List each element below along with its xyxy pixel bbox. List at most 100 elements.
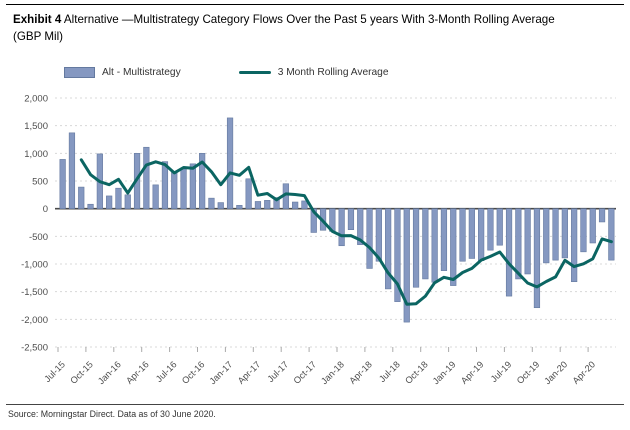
line-swatch-icon — [238, 70, 271, 75]
flow-bar — [403, 208, 410, 323]
legend-line-label: 3 Month Rolling Average — [277, 67, 389, 78]
flow-bar — [524, 208, 531, 275]
flow-bar — [273, 197, 280, 209]
x-axis-label: Jan-19 — [431, 359, 458, 386]
flow-bar — [533, 208, 541, 309]
flow-bar — [254, 201, 262, 209]
flow-bar — [375, 208, 382, 262]
title-text: Alternative —Multistrategy Category Flow… — [61, 13, 555, 26]
x-axis-label: Jan-16 — [96, 359, 123, 386]
chart-legend: Alt - Multistrategy 3 Month Rolling Aver… — [64, 67, 447, 78]
flow-bar — [505, 208, 513, 297]
flow-bar — [189, 163, 196, 209]
flow-bar — [589, 208, 596, 244]
flow-bar — [450, 208, 457, 286]
flow-bar — [78, 186, 85, 209]
x-axis-label: Jul-17 — [265, 359, 290, 384]
x-axis-label: Jan-20 — [542, 359, 569, 386]
y-axis-label: 2,000 — [24, 94, 48, 105]
flow-bar — [412, 208, 420, 288]
flow-bar — [571, 208, 578, 283]
flow-bar — [431, 208, 438, 283]
flow-bar — [515, 208, 522, 280]
x-axis-label: Jan-17 — [208, 359, 235, 386]
chart-area: 2,000 1,500 1,000 500 0 -500 -1,000 -1,500 -2,00… — [0, 88, 630, 405]
flow-bar — [208, 197, 215, 209]
flow-bar — [217, 202, 224, 209]
x-axis-label: Apr-20 — [571, 359, 598, 386]
x-axis-label: Apr-19 — [459, 359, 486, 386]
bar-swatch-icon — [64, 67, 95, 78]
flows-chart-svg: 2,000 1,500 1,000 500 0 -500 -1,000 -1,500 -2,00… — [21, 94, 616, 386]
flow-bar — [338, 208, 345, 247]
y-axis-label: -2,500 — [21, 343, 48, 354]
flow-bar — [366, 208, 373, 269]
flow-bar — [245, 178, 252, 209]
chart-title: Exhibit 4 Alternative —Multistrategy Cat… — [13, 11, 617, 46]
flow-bar — [440, 208, 448, 271]
x-axis-label: Oct-17 — [292, 359, 319, 386]
flow-bar — [552, 208, 559, 261]
flow-bar — [598, 208, 606, 223]
flow-bar — [143, 146, 150, 209]
flow-bar — [115, 187, 122, 209]
flow-bar — [385, 208, 392, 290]
flow-bar — [459, 208, 466, 262]
bottom-rule — [6, 404, 624, 405]
x-axis-label: Apr-16 — [124, 359, 151, 386]
rolling-average-line — [79, 158, 613, 306]
legend-item-line: 3 Month Rolling Average — [238, 67, 389, 78]
flow-bar — [68, 132, 76, 209]
y-axis-label: 1,500 — [24, 121, 48, 132]
flow-bar — [106, 195, 113, 209]
legend-item-bars: Alt - Multistrategy — [64, 67, 181, 78]
flow-bar — [152, 184, 159, 209]
x-axis-label: Apr-18 — [347, 359, 374, 386]
title-subtitle: (GBP Mil) — [13, 30, 64, 44]
flow-bar — [180, 168, 187, 209]
flow-bar — [161, 161, 169, 209]
x-axis-label: Oct-15 — [68, 359, 95, 386]
source-note: Source: Morningstar Direct. Data as of 3… — [8, 409, 216, 419]
x-axis-label: Jul-18 — [377, 359, 402, 384]
x-axis-label: Oct-16 — [180, 359, 207, 386]
x-axis-label: Oct-18 — [403, 359, 430, 386]
flow-bar — [422, 208, 429, 280]
flow-bar — [124, 194, 131, 209]
flow-bar — [87, 203, 94, 209]
x-axis-label: Apr-17 — [236, 359, 263, 386]
title-line: Exhibit 4 Alternative —Multistrategy Cat… — [13, 11, 617, 28]
x-axis-label: Jul-19 — [489, 359, 514, 384]
y-axis-label: 0 — [43, 204, 48, 215]
flow-bar — [347, 208, 355, 230]
y-axis-label: -1,500 — [21, 287, 48, 298]
x-axis-label: Jan-18 — [319, 359, 346, 386]
y-axis-label: -500 — [29, 232, 48, 243]
flow-bar — [468, 208, 475, 259]
flow-bar — [310, 208, 317, 233]
flow-bar — [59, 159, 66, 209]
flow-bar — [199, 153, 206, 209]
y-axis-label: -1,000 — [21, 260, 48, 271]
y-axis-label: -2,000 — [21, 315, 48, 326]
flow-bar — [171, 171, 178, 209]
x-axis-label: Jul-16 — [154, 359, 179, 384]
flow-bar — [236, 205, 243, 209]
flow-bar — [264, 200, 271, 209]
x-axis-label: Jul-15 — [42, 359, 67, 384]
top-rule — [6, 4, 624, 5]
flow-bar — [487, 208, 494, 251]
legend-bar-label: Alt - Multistrategy — [102, 67, 181, 78]
flow-bar — [357, 208, 364, 245]
flow-bar — [292, 201, 299, 209]
flow-bar — [580, 208, 587, 253]
flow-bar — [478, 208, 485, 261]
flow-bar — [496, 208, 503, 246]
flow-bar — [301, 200, 308, 209]
y-axis-label: 1,000 — [24, 149, 48, 160]
x-axis-label: Oct-19 — [515, 359, 542, 386]
flow-bar — [608, 208, 615, 261]
flow-bar — [394, 208, 401, 302]
y-axis-label: 500 — [32, 177, 48, 188]
exhibit-label: Exhibit 4 — [13, 13, 62, 26]
